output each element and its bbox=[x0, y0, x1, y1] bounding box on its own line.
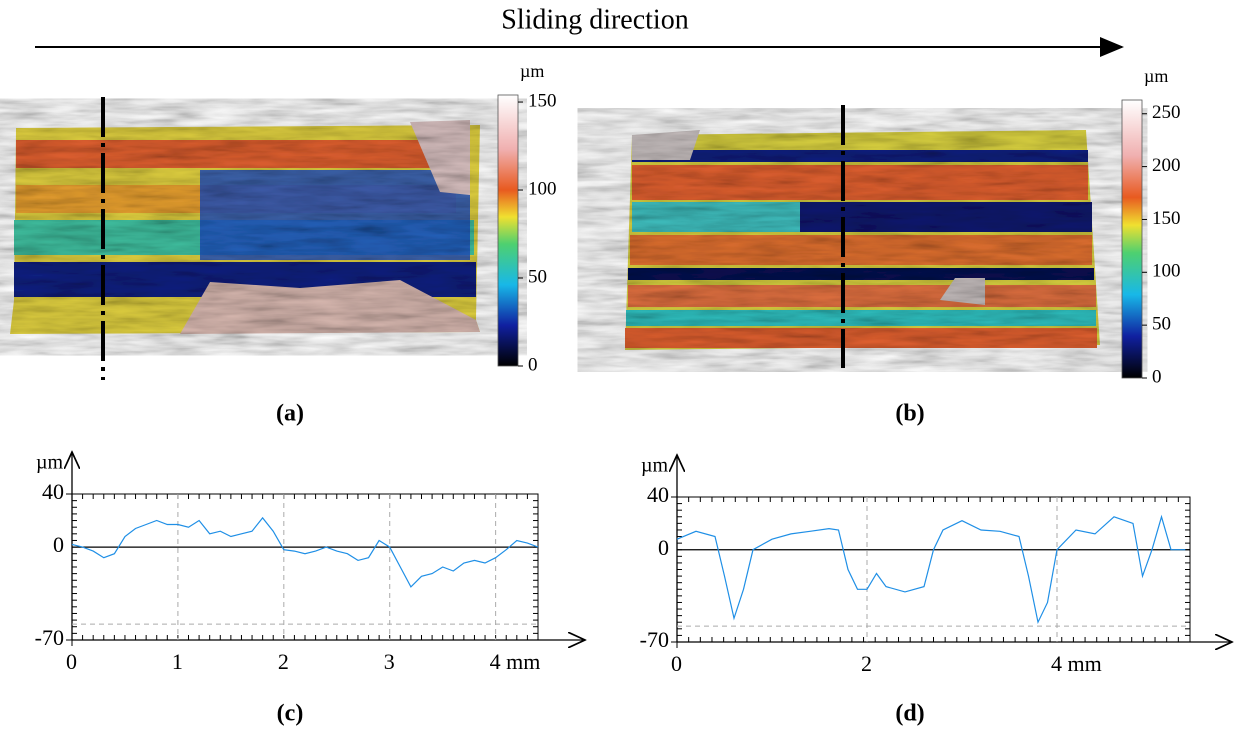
x-tick-label: 4 mm bbox=[1051, 651, 1102, 676]
plot-frame bbox=[71, 493, 539, 641]
colorbar bbox=[1121, 99, 1143, 379]
colorbar-tick-label: 250 bbox=[1152, 102, 1181, 123]
figure-title: Sliding direction bbox=[501, 4, 688, 35]
y-tick-label: 40 bbox=[647, 482, 669, 507]
profile-line bbox=[676, 514, 1186, 625]
y-axis-label: µm bbox=[641, 455, 669, 477]
y-tick-label: -70 bbox=[35, 625, 64, 650]
panel-label: (d) bbox=[895, 701, 924, 727]
colorbar-tick-label: 50 bbox=[528, 266, 547, 287]
x-tick-label: 0 bbox=[671, 651, 682, 676]
panel-label: (a) bbox=[276, 401, 304, 427]
surface-a bbox=[10, 120, 480, 334]
colorbar-tick-label: 50 bbox=[1152, 314, 1171, 335]
colorbar-tick-label: 100 bbox=[1152, 261, 1181, 282]
profile-line bbox=[71, 516, 539, 588]
x-tick-label: 1 bbox=[172, 649, 183, 674]
y-tick-label: -70 bbox=[640, 627, 669, 652]
x-tick-label: 0 bbox=[66, 649, 77, 674]
colorbar-unit: µm bbox=[520, 61, 544, 81]
x-tick-label: 4 mm bbox=[490, 649, 541, 674]
colorbar-unit: µm bbox=[1144, 66, 1168, 86]
panel-label: (c) bbox=[277, 701, 304, 727]
y-axis-label: µm bbox=[36, 452, 64, 474]
surface-b bbox=[625, 130, 1100, 350]
colorbar-tick-label: 0 bbox=[528, 354, 538, 375]
x-tick-label: 2 bbox=[861, 651, 872, 676]
colorbar-tick-label: 100 bbox=[528, 178, 557, 199]
y-tick-label: 0 bbox=[53, 532, 64, 557]
colorbar-tick-label: 150 bbox=[1152, 208, 1181, 229]
colorbar-tick-label: 200 bbox=[1152, 155, 1181, 176]
panel-label: (b) bbox=[895, 401, 924, 427]
colorbar-tick-label: 150 bbox=[528, 90, 557, 111]
y-tick-label: 40 bbox=[42, 479, 64, 504]
plot-frame bbox=[676, 496, 1191, 643]
colorbar bbox=[497, 94, 519, 367]
y-tick-label: 0 bbox=[658, 535, 669, 560]
x-tick-label: 2 bbox=[278, 649, 289, 674]
colorbar-tick-label: 0 bbox=[1152, 366, 1162, 387]
x-tick-label: 3 bbox=[384, 649, 395, 674]
